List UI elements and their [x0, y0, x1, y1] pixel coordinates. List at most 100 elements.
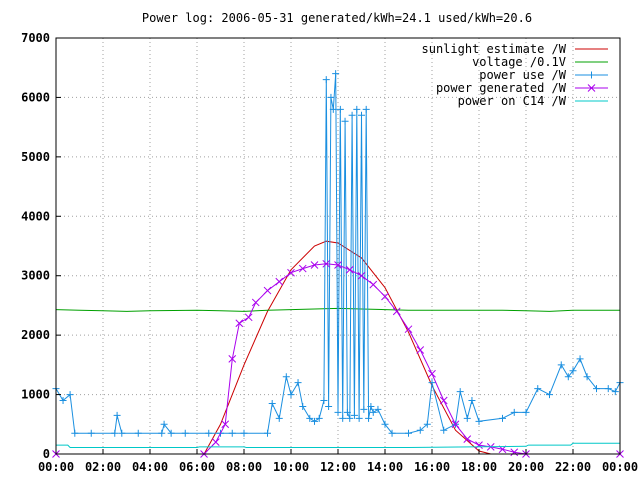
data-point: [451, 420, 460, 429]
x-tick-label: 12:00: [320, 460, 356, 474]
data-point: [360, 405, 368, 413]
data-point: [275, 414, 283, 422]
data-point: [440, 426, 448, 434]
x-tick-label: 16:00: [414, 460, 450, 474]
x-tick-label: 20:00: [508, 460, 544, 474]
x-tick-label: 18:00: [461, 460, 497, 474]
x-tick-label: 10:00: [273, 460, 309, 474]
data-point: [475, 441, 483, 449]
series-4: [56, 442, 620, 448]
legend-label: power generated /W: [436, 81, 567, 95]
data-point: [299, 402, 307, 410]
data-point: [365, 414, 373, 422]
data-point: [381, 420, 389, 428]
y-tick-label: 0: [43, 447, 50, 461]
data-point: [167, 429, 175, 437]
data-point: [358, 111, 365, 119]
data-point: [569, 367, 577, 375]
x-tick-label: 02:00: [85, 460, 121, 474]
data-point: [353, 105, 361, 113]
data-point: [343, 408, 351, 416]
data-point: [263, 286, 272, 295]
legend-label: voltage /0.1V: [472, 55, 566, 69]
legend-item: voltage /0.1V: [472, 55, 608, 69]
data-point: [583, 373, 591, 381]
data-point: [181, 429, 189, 437]
grid-lines: [56, 38, 620, 454]
data-point: [593, 385, 600, 393]
data-point: [463, 435, 472, 443]
data-point: [311, 417, 318, 425]
data-point: [264, 429, 271, 437]
x-tick-label: 08:00: [226, 460, 262, 474]
data-point: [357, 271, 366, 280]
data-point: [334, 261, 342, 269]
data-point: [228, 429, 236, 437]
data-point: [244, 313, 253, 322]
data-point: [329, 105, 337, 113]
series-2: [52, 70, 624, 437]
data-point: [381, 292, 389, 301]
data-point: [510, 408, 518, 416]
data-point: [557, 361, 565, 369]
x-tick-label: 00:00: [602, 460, 638, 474]
data-point: [339, 414, 347, 422]
y-tick-label: 7000: [21, 31, 50, 45]
data-point: [211, 438, 220, 446]
legend-item: sunlight estimate /W: [422, 42, 608, 56]
data-point: [416, 346, 425, 354]
data-point: [111, 429, 119, 437]
x-tick-label: 14:00: [367, 460, 403, 474]
series-line: [55, 73, 621, 434]
y-tick-label: 6000: [21, 90, 50, 104]
data-point: [306, 414, 314, 422]
x-tick-label: 06:00: [179, 460, 215, 474]
data-point: [346, 414, 354, 422]
data-point: [367, 402, 375, 410]
series-1: [55, 307, 620, 312]
data-point: [275, 277, 284, 286]
data-point: [240, 429, 248, 437]
data-point: [348, 111, 356, 119]
data-point: [374, 405, 382, 413]
data-point: [228, 355, 237, 363]
data-point: [336, 105, 344, 113]
legend-label: sunlight estimate /W: [422, 42, 567, 56]
data-point: [350, 411, 358, 419]
series-0: [56, 240, 620, 455]
data-point: [428, 379, 436, 387]
data-point: [355, 414, 363, 422]
data-point: [587, 84, 596, 92]
data-point: [325, 402, 333, 410]
data-point: [294, 379, 302, 387]
data-point: [428, 369, 436, 378]
legend-label: power on C14 /W: [458, 94, 567, 108]
data-point: [423, 420, 431, 428]
data-point: [158, 429, 166, 437]
data-point: [87, 429, 95, 437]
data-point: [546, 391, 553, 399]
series-layer: [52, 70, 624, 458]
data-point: [341, 117, 349, 125]
data-point: [439, 396, 448, 405]
y-tick-label: 5000: [21, 150, 50, 164]
x-tick-label: 00:00: [38, 460, 74, 474]
data-point: [522, 408, 530, 416]
legend-label: power use /W: [479, 68, 566, 82]
data-point: [334, 408, 342, 416]
axis-ticks: 00:00 02:00 04:00 06:00 08:00 10:00 12:00 14:00…: [21, 31, 638, 474]
data-point: [320, 397, 328, 405]
data-point: [287, 391, 295, 399]
y-tick-label: 2000: [21, 328, 50, 342]
data-point: [66, 391, 74, 399]
data-point: [345, 265, 354, 274]
data-point: [298, 264, 307, 273]
data-point: [268, 399, 276, 407]
x-tick-label: 04:00: [132, 460, 168, 474]
data-point: [588, 71, 595, 79]
series-line: [56, 240, 620, 455]
data-point: [405, 429, 412, 437]
data-point: [392, 307, 401, 316]
